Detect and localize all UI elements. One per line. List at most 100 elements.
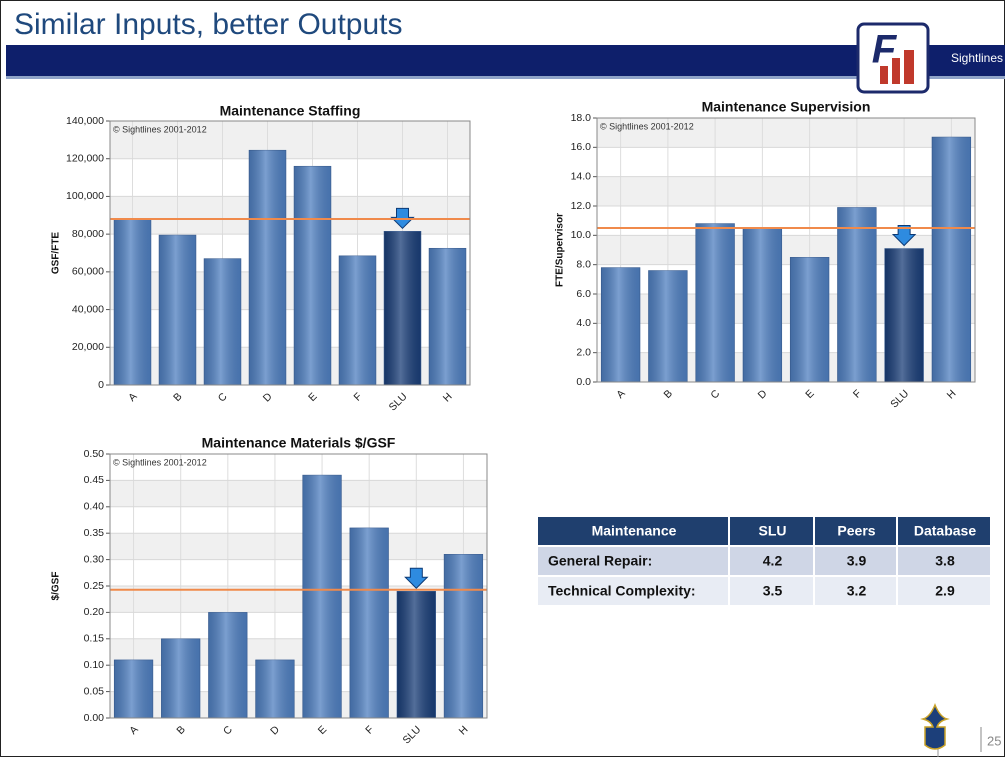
y-tick-label: 0.45 (84, 474, 105, 486)
chart: 0.00 0.05 0.10 0.15 0.20 0.25 0.30 0.35 0.40 0.45… (51, 435, 488, 747)
table-header-text: Peers (837, 523, 875, 539)
y-tick-label: 2.0 (576, 346, 591, 358)
table-header-text: Database (914, 523, 976, 539)
y-tick-label: 140,000 (66, 115, 104, 127)
y-tick-label: 0.25 (84, 580, 105, 592)
chart: 0.02.04.06.08.010.012.014.016.018.0A B C D E… (555, 99, 976, 411)
plot-frame (109, 453, 488, 719)
y-tick-label: 120,000 (66, 152, 104, 164)
table-cell-text: 3.5 (763, 583, 783, 599)
table-cell-text: 3.9 (847, 553, 867, 569)
crest-icon (920, 703, 950, 750)
logo-building (892, 58, 900, 84)
bar-shade (384, 231, 421, 385)
chart-title: Maintenance Supervision (702, 99, 871, 115)
y-tick-label: 60,000 (72, 266, 104, 278)
bar-shade (161, 638, 201, 718)
y-tick-label: 100,000 (66, 190, 104, 202)
y-tick-label: 0 (98, 379, 104, 391)
bar-shade (396, 591, 436, 718)
y-tick-label: 8.0 (576, 258, 591, 270)
page-number: 25 (987, 733, 1001, 748)
y-tick-label: 80,000 (72, 228, 104, 240)
plot-frame (109, 120, 471, 386)
table-header-cell (538, 517, 728, 545)
grid-band (597, 176, 975, 206)
grid-band (110, 480, 487, 507)
logo-building (880, 66, 888, 84)
table-cell (538, 547, 728, 575)
y-tick-label: 40,000 (72, 303, 104, 315)
table-cell-text: Technical Complexity: (548, 583, 696, 599)
bar-shade (302, 475, 342, 718)
chart-annotation: © Sightlines 2001-2012 (113, 124, 207, 134)
bar-shade (159, 235, 196, 385)
bar-shade (932, 137, 971, 382)
table-cell (815, 577, 896, 605)
plot-frame (596, 117, 976, 383)
bar-shade (294, 166, 331, 385)
grid-band (110, 196, 470, 235)
bar-shade (339, 255, 376, 385)
table-cell-text: 2.9 (935, 583, 955, 599)
slide-title: Similar Inputs, better Outputs (14, 8, 403, 41)
table-cell-text: 3.8 (935, 553, 955, 569)
bar-shade (249, 150, 286, 385)
grid-band (597, 118, 975, 148)
table-cell-text: 4.2 (763, 553, 783, 569)
chart-title: Maintenance Staffing (220, 103, 361, 119)
y-tick-label: 0.0 (576, 376, 591, 388)
y-tick-label: 0.15 (84, 633, 105, 645)
y-tick-label: 0.35 (84, 527, 105, 539)
bar-shade (114, 219, 151, 385)
y-tick-label: 0.20 (84, 606, 105, 618)
y-tick-label: 18.0 (571, 112, 592, 124)
bar-shade (114, 659, 153, 718)
bar-shade (884, 248, 924, 382)
logo-name: Sightlines (951, 51, 1003, 65)
y-tick-label: 10.0 (571, 229, 592, 241)
y-tick-label: 16.0 (571, 141, 592, 153)
bar-shade (208, 612, 248, 718)
table-header-text: Maintenance (592, 523, 677, 539)
bar-shade (648, 270, 688, 382)
y-tick-label: 0.05 (84, 685, 105, 697)
logo-building (904, 50, 914, 84)
table-header-cell (815, 517, 896, 545)
y-tick-label: 0.00 (84, 712, 105, 724)
y-axis-label: $/GSF (51, 572, 62, 601)
y-tick-label: 0.30 (84, 553, 105, 565)
y-tick-label: 4.0 (576, 317, 591, 329)
table: Maintenance SLU Peers Database General Repai… (538, 517, 990, 605)
bar-shade (695, 223, 735, 382)
y-tick-label: 0.50 (84, 448, 105, 460)
bar-shade (743, 228, 782, 382)
y-tick-label: 20,000 (72, 341, 104, 353)
table-header-text: SLU (759, 523, 787, 539)
bar-shade (255, 659, 295, 718)
bar-shade (601, 267, 640, 382)
chart: 0 20,000 40,000 60,000 80,000 100,000 120,000 1… (51, 103, 471, 414)
header-band (6, 45, 1005, 78)
table-cell-text: General Repair: (548, 553, 652, 569)
table-header-cell (730, 517, 813, 545)
bar-shade (837, 207, 877, 382)
highlight-arrow (404, 567, 429, 589)
bar-shade (349, 527, 389, 718)
bar-shade (429, 248, 466, 385)
bar-shade (204, 258, 241, 385)
table-cell-text: 3.2 (847, 583, 867, 599)
bar-shade (790, 257, 829, 382)
table-cell (815, 547, 896, 575)
chart-annotation: © Sightlines 2001-2012 (600, 121, 694, 131)
grid-band (110, 533, 487, 560)
y-tick-label: 0.40 (84, 501, 105, 513)
y-tick-label: 14.0 (571, 170, 592, 182)
table-cell (730, 547, 813, 575)
y-axis-label: FTE/Supervisor (555, 213, 566, 287)
chart-title: Maintenance Materials $/GSF (202, 435, 396, 451)
table-cell (898, 547, 990, 575)
y-axis-label: GSF/FTE (51, 232, 62, 275)
table-cell (898, 577, 990, 605)
